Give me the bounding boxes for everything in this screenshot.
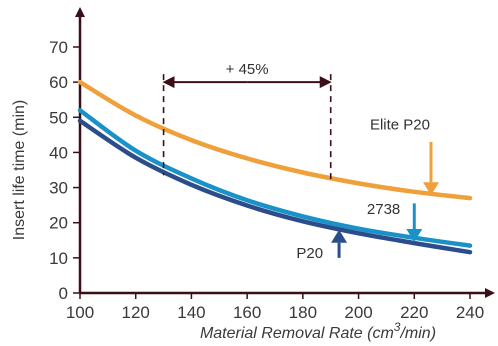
- y-axis-title: Insert life time (min): [11, 100, 28, 240]
- y-tick-label: 60: [49, 73, 68, 92]
- tick-labels: 0 10 20 30 40 50 60 70 100 120 140 160 180 200 220 240: [49, 38, 484, 322]
- x-tick-label: 160: [233, 303, 261, 322]
- x-tick-label: 120: [122, 303, 150, 322]
- y-tick-label: 50: [49, 108, 68, 127]
- pointer-arrow-head-elite-p20: [423, 182, 439, 196]
- x-axis-title: Material Removal Rate (cm3/min): [200, 320, 436, 342]
- annotation-label: + 45%: [226, 61, 269, 78]
- axes: [73, 7, 495, 299]
- pointer-arrow-head-p20: [331, 229, 348, 243]
- y-tick-label: 40: [49, 143, 68, 162]
- y-tick-label: 70: [49, 38, 68, 57]
- x-axis-title-superscript: 3: [394, 320, 401, 334]
- y-tick-label: 20: [49, 214, 68, 233]
- x-tick-label: 140: [177, 303, 205, 322]
- series-label-2738: 2738: [367, 201, 400, 218]
- series-label-elite-p20: Elite P20: [370, 117, 430, 134]
- annotations: + 45%: [162, 61, 332, 183]
- x-axis-title-prefix: Material Removal Rate (cm: [200, 325, 394, 342]
- x-tick-label: 240: [456, 303, 484, 322]
- series-arrows: Elite P20 2738 P20: [296, 117, 439, 262]
- series-label-p20: P20: [296, 245, 323, 262]
- series-line-2738: [77, 108, 473, 248]
- x-axis-title-suffix: /min): [399, 325, 436, 342]
- series-lines: [77, 79, 473, 255]
- x-tick-label: 220: [400, 303, 428, 322]
- x-tick-label: 100: [66, 303, 94, 322]
- series-line-p20: [77, 118, 473, 255]
- x-tick-label: 200: [344, 303, 372, 322]
- y-tick-label: 30: [49, 179, 68, 198]
- pointer-arrow-head-2738: [406, 229, 423, 243]
- series-line-elite-p20: [77, 79, 473, 201]
- x-tick-label: 180: [289, 303, 317, 322]
- y-tick-label: 0: [59, 284, 68, 303]
- y-tick-label: 10: [49, 249, 68, 268]
